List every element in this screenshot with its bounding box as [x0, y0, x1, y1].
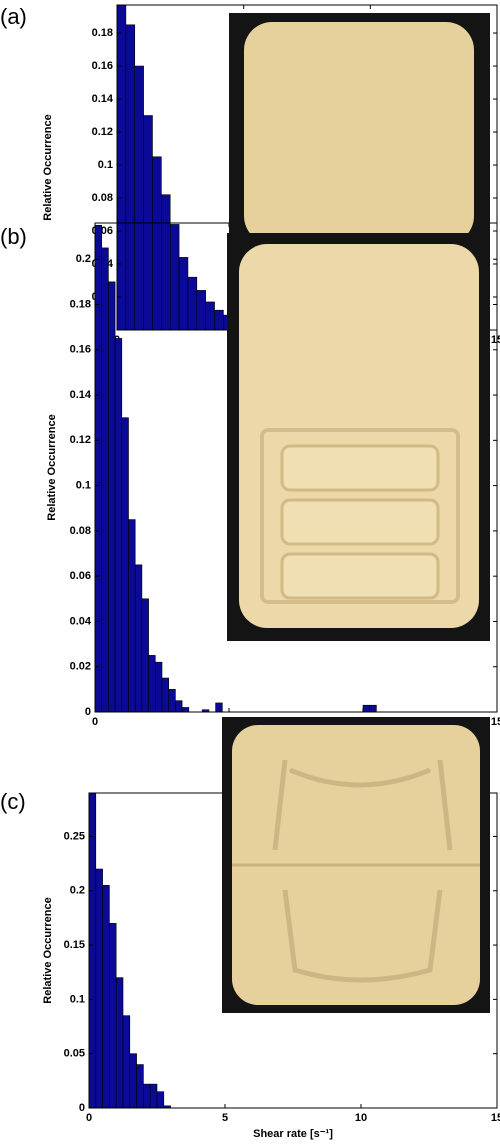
histogram-bar — [141, 598, 149, 713]
panel-label: (b) — [0, 224, 27, 249]
y-axis-label: Relative Occurrence — [42, 114, 54, 220]
y-tick-label: 0.06 — [70, 570, 91, 582]
histogram-bar — [95, 868, 103, 1109]
histogram-bar — [178, 257, 189, 331]
histogram-bar — [214, 309, 224, 331]
y-tick-label: 0.1 — [98, 159, 113, 171]
y-tick-label: 0.15 — [64, 939, 85, 951]
histogram-bar — [94, 224, 102, 713]
y-axis-label: Relative Occurrence — [42, 897, 54, 1003]
histogram-bar — [215, 702, 223, 713]
y-tick-label: 0.18 — [70, 298, 91, 310]
histogram-bar — [181, 707, 190, 713]
histogram-bar — [362, 704, 370, 713]
photo-b — [227, 233, 490, 641]
histogram-bar — [115, 977, 124, 1109]
histogram-bar — [129, 1053, 137, 1109]
histogram-bar — [122, 1015, 131, 1109]
histogram-bar — [134, 65, 144, 331]
histogram-bar — [369, 704, 377, 713]
histogram-bar — [205, 301, 215, 331]
y-tick-label: 0.05 — [64, 1048, 85, 1060]
x-tick-label: 15 — [491, 716, 500, 728]
histogram-bar — [168, 689, 176, 713]
histogram-bar — [125, 24, 136, 331]
histogram-bar — [152, 156, 162, 331]
y-tick-label: 0.12 — [92, 126, 113, 138]
histogram-bar — [148, 655, 156, 713]
y-tick-label: 0.1 — [76, 480, 91, 492]
histogram-bar — [101, 247, 109, 713]
histogram-bar — [149, 1083, 158, 1109]
histogram-bar — [134, 564, 143, 713]
y-tick-label: 0.1 — [70, 993, 85, 1005]
histogram-bar — [169, 224, 180, 331]
histogram-bar — [121, 417, 129, 713]
y-tick-label: 0 — [85, 706, 91, 718]
histogram-bar — [156, 1091, 165, 1109]
y-tick-label: 0.08 — [92, 192, 113, 204]
histogram-bar — [114, 338, 123, 713]
charts: (a) 0 0.02 0.04 0.06 0.08 0.1 0.12 0.14 0.16 0.18 0… — [0, 4, 500, 1140]
x-tick-label: 10 — [355, 1112, 367, 1124]
histogram-bar — [161, 194, 171, 331]
x-tick-label: 0 — [86, 1112, 92, 1124]
y-tick-label: 0.12 — [70, 434, 91, 446]
histogram-bar — [108, 281, 116, 713]
histogram-bar — [128, 519, 136, 713]
y-tick-label: 0.08 — [70, 525, 91, 537]
y-tick-label: 0.16 — [92, 60, 113, 72]
y-tick-label: 0.14 — [70, 389, 92, 401]
y-tick-label: 0.25 — [64, 830, 85, 842]
y-axis-label: Relative Occurrence — [46, 414, 58, 520]
photo-c — [222, 717, 490, 1013]
histogram-bar — [116, 4, 127, 331]
histogram-bar — [143, 1083, 151, 1109]
histogram-bar — [187, 276, 198, 331]
histogram-bar — [161, 677, 169, 713]
panel-label: (a) — [0, 4, 27, 29]
y-tick-label: 0.02 — [70, 661, 91, 673]
x-tick-label: 5 — [222, 1112, 228, 1124]
y-tick-label: 0.18 — [92, 27, 113, 39]
y-tick-label: 0.16 — [70, 344, 91, 356]
histogram-bar — [196, 290, 206, 331]
panel-label: (c) — [0, 789, 26, 814]
histogram-bar — [109, 923, 117, 1109]
histogram-bar — [175, 700, 183, 713]
histogram-bar — [155, 661, 163, 713]
x-tick-label: 15 — [491, 334, 500, 346]
y-tick-label: 0.2 — [76, 253, 91, 265]
histogram-bar — [102, 885, 110, 1109]
x-tick-label: 0 — [92, 716, 98, 728]
x-axis-label: Shear rate [s⁻¹] — [253, 1128, 333, 1140]
x-tick-label: 15 — [491, 1112, 500, 1124]
histogram-bar — [136, 1064, 144, 1109]
histogram-bar — [88, 792, 97, 1109]
y-tick-label: 0.14 — [92, 93, 114, 105]
y-tick-label: 0 — [79, 1102, 85, 1114]
photo-a — [229, 13, 490, 255]
y-tick-label: 0.04 — [70, 615, 92, 627]
y-tick-label: 0.2 — [70, 885, 85, 897]
